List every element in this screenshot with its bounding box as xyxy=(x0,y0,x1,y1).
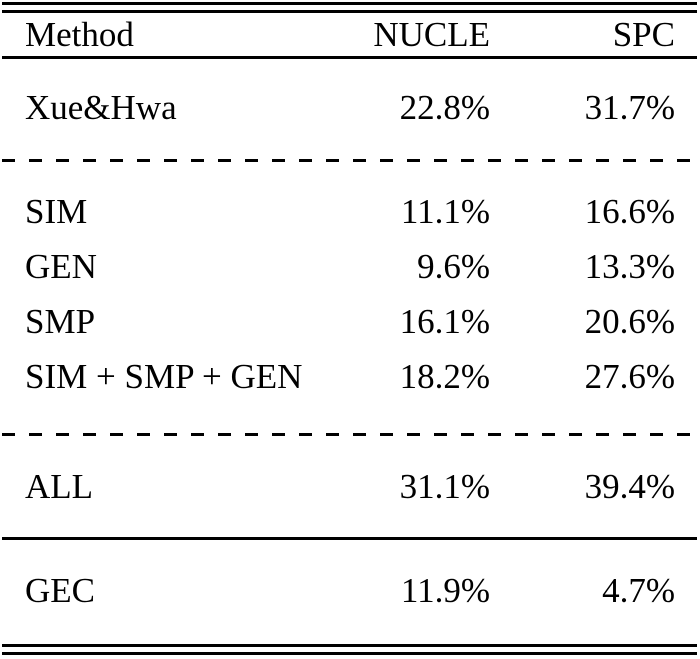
row-smp: SMP 16.1% 20.6% xyxy=(0,303,700,341)
spc-value: 27.6% xyxy=(584,357,675,396)
spc-value: 13.3% xyxy=(584,247,675,286)
method-cell: SMP xyxy=(25,302,96,341)
header-spc: SPC xyxy=(612,15,675,54)
table-header-row: Method NUCLE SPC xyxy=(0,16,700,54)
nucle-value: 16.1% xyxy=(399,302,490,341)
method-cell: GEC xyxy=(25,571,95,610)
spc-value: 39.4% xyxy=(584,467,675,506)
header-rule xyxy=(2,56,697,59)
spc-value: 31.7% xyxy=(584,88,675,127)
header-method: Method xyxy=(25,15,134,54)
method-cell: Xue&Hwa xyxy=(25,88,177,127)
nucle-value: 31.1% xyxy=(399,467,490,506)
nucle-value: 9.6% xyxy=(417,247,490,286)
row-all: ALL 31.1% 39.4% xyxy=(0,468,700,506)
spc-value: 4.7% xyxy=(602,571,675,610)
nucle-value: 22.8% xyxy=(399,88,490,127)
section-rule xyxy=(2,537,697,540)
bottom-rule-outer xyxy=(2,652,697,655)
spc-value: 16.6% xyxy=(584,192,675,231)
method-cell: SIM xyxy=(25,192,88,231)
row-gen: GEN 9.6% 13.3% xyxy=(0,248,700,286)
dashed-divider-1 xyxy=(2,159,697,162)
top-rule-inner xyxy=(2,10,697,13)
nucle-value: 18.2% xyxy=(399,357,490,396)
bottom-rule-inner xyxy=(2,644,697,647)
nucle-value: 11.1% xyxy=(400,192,490,231)
spc-value: 20.6% xyxy=(584,302,675,341)
method-cell: ALL xyxy=(25,467,94,506)
method-cell: GEN xyxy=(25,247,97,286)
header-nucle: NUCLE xyxy=(373,15,490,54)
dashed-divider-2 xyxy=(2,433,697,436)
nucle-value: 11.9% xyxy=(400,571,490,610)
row-gec: GEC 11.9% 4.7% xyxy=(0,572,700,610)
row-xue-hwa: Xue&Hwa 22.8% 31.7% xyxy=(0,89,700,127)
row-sim-smp-gen: SIM + SMP + GEN 18.2% 27.6% xyxy=(0,358,700,396)
method-cell: SIM + SMP + GEN xyxy=(25,357,303,396)
top-rule-outer xyxy=(2,2,697,5)
row-sim: SIM 11.1% 16.6% xyxy=(0,193,700,231)
